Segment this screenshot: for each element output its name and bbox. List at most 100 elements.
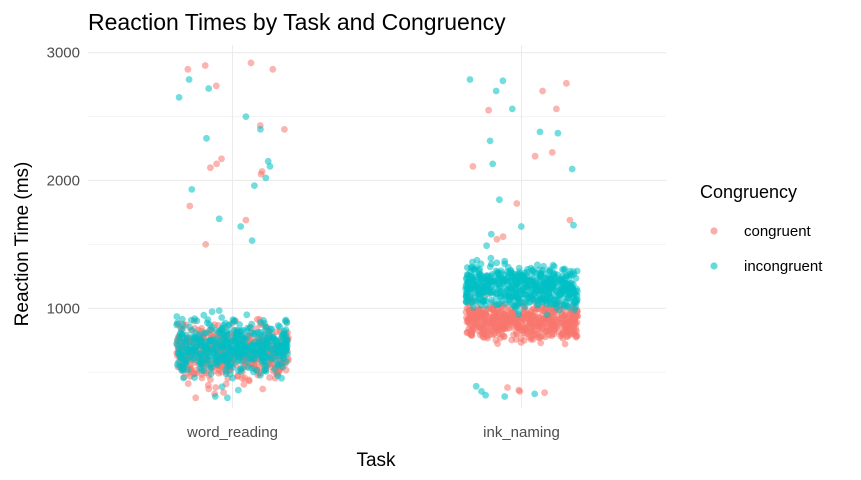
data-point	[211, 393, 219, 400]
data-point	[257, 125, 264, 133]
data-point	[278, 333, 286, 341]
data-point	[192, 394, 200, 402]
data-point	[238, 333, 245, 341]
data-point	[487, 230, 495, 238]
data-point	[186, 202, 194, 210]
data-point	[480, 283, 488, 291]
x-tick-label: word_reading	[186, 424, 278, 441]
data-point	[207, 336, 215, 344]
data-point	[180, 359, 188, 367]
data-point	[193, 317, 201, 325]
data-point	[500, 321, 508, 328]
data-point	[191, 374, 198, 381]
data-point	[538, 318, 546, 325]
data-point	[208, 308, 216, 316]
data-point	[501, 393, 509, 400]
data-point	[568, 165, 576, 173]
data-point	[274, 360, 282, 368]
data-point	[513, 200, 521, 207]
data-point	[504, 384, 511, 391]
x-axis-title: Task	[356, 450, 396, 471]
data-point	[177, 329, 184, 337]
data-point	[207, 376, 214, 383]
data-point	[541, 389, 548, 397]
data-point	[470, 304, 477, 311]
data-point	[242, 342, 250, 349]
data-point	[174, 336, 182, 344]
data-point	[178, 315, 186, 323]
data-point	[486, 263, 494, 271]
data-point	[534, 297, 542, 305]
data-point	[536, 128, 544, 136]
legend: Congruency congruent incongruent	[700, 182, 823, 275]
data-point	[537, 270, 545, 278]
data-point	[243, 311, 251, 319]
data-point	[207, 164, 214, 172]
data-point	[259, 385, 267, 393]
data-point	[556, 315, 564, 323]
data-point	[546, 267, 553, 275]
data-point	[205, 385, 213, 393]
data-point	[184, 380, 192, 387]
data-point	[260, 333, 267, 341]
data-point	[521, 303, 529, 311]
data-point	[220, 389, 228, 396]
data-point	[203, 134, 210, 142]
data-point	[268, 325, 276, 333]
data-point	[539, 87, 546, 95]
data-point	[202, 355, 210, 362]
y-tick-label: 3000	[47, 45, 80, 62]
data-point	[173, 313, 181, 320]
data-point	[202, 241, 210, 248]
x-axis-ticks: word_reading ink_naming	[186, 424, 560, 441]
data-point	[517, 223, 525, 230]
data-point	[545, 289, 553, 297]
data-point	[201, 62, 209, 69]
data-point	[527, 316, 534, 324]
data-point	[266, 163, 274, 170]
data-point	[562, 272, 570, 280]
data-point	[268, 355, 276, 362]
data-point	[466, 308, 473, 316]
data-point	[572, 332, 580, 340]
data-point	[525, 323, 533, 330]
data-point	[570, 268, 577, 276]
data-point	[262, 174, 270, 182]
data-point	[524, 265, 531, 273]
data-point	[493, 235, 501, 243]
data-point	[282, 358, 290, 366]
data-point	[488, 282, 496, 290]
data-point	[185, 342, 193, 349]
data-point	[224, 327, 231, 335]
data-point	[263, 344, 270, 352]
data-point	[479, 288, 486, 296]
data-point	[505, 295, 513, 303]
data-point	[499, 77, 507, 85]
data-point	[192, 343, 200, 351]
data-point	[499, 233, 507, 241]
data-point	[464, 278, 472, 286]
data-point	[536, 328, 544, 336]
data-point	[222, 336, 230, 344]
data-point	[475, 309, 483, 316]
data-point	[563, 79, 570, 87]
data-point	[188, 186, 196, 193]
data-point	[236, 321, 244, 328]
data-point	[188, 316, 195, 324]
data-point	[563, 333, 571, 340]
data-point	[537, 339, 545, 347]
data-point	[573, 285, 581, 293]
data-point	[515, 386, 523, 394]
data-point	[244, 324, 252, 332]
data-point	[215, 339, 223, 347]
data-point	[235, 367, 242, 374]
data-point	[180, 338, 188, 346]
data-point	[260, 366, 268, 374]
data-point	[547, 300, 554, 307]
data-point	[489, 288, 496, 295]
data-point	[231, 337, 239, 345]
y-tick-label: 1000	[47, 300, 80, 317]
data-point	[173, 321, 181, 329]
data-point	[276, 323, 284, 331]
